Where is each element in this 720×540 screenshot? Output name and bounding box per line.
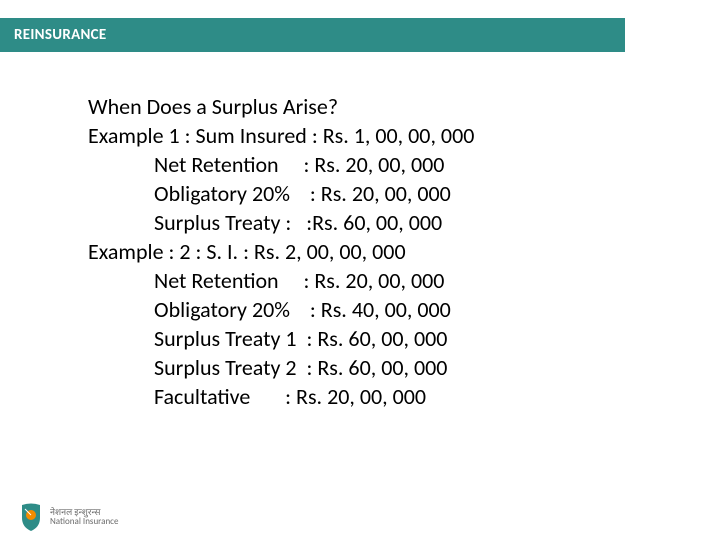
example1-row: Net Retention : Rs. 20, 00, 000 [88,150,670,179]
slide-content: When Does a Surplus Arise? Example 1 : S… [88,92,670,411]
national-insurance-logo-icon [18,502,44,532]
example1-row: Obligatory 20% : Rs. 20, 00, 000 [88,179,670,208]
footer-logo: नेशनल इन्शुरन्स National Insurance [18,502,118,532]
example2-header: Example : 2 : S. I. : Rs. 2, 00, 00, 000 [88,237,670,266]
example1-header: Example 1 : Sum Insured : Rs. 1, 00, 00,… [88,121,670,150]
example2-row: Obligatory 20% : Rs. 40, 00, 000 [88,295,670,324]
content-title: When Does a Surplus Arise? [88,92,670,121]
example2-row: Surplus Treaty 2 : Rs. 60, 00, 000 [88,353,670,382]
header-bar: REINSURANCE [0,18,625,52]
example2-row: Surplus Treaty 1 : Rs. 60, 00, 000 [88,324,670,353]
example2-row: Facultative : Rs. 20, 00, 000 [88,382,670,411]
footer-logo-text: नेशनल इन्शुरन्स National Insurance [50,508,118,527]
header-title: REINSURANCE [14,26,107,44]
footer-logo-line2: National Insurance [50,517,118,526]
example2-row: Net Retention : Rs. 20, 00, 000 [88,266,670,295]
example1-row: Surplus Treaty : :Rs. 60, 00, 000 [88,208,670,237]
